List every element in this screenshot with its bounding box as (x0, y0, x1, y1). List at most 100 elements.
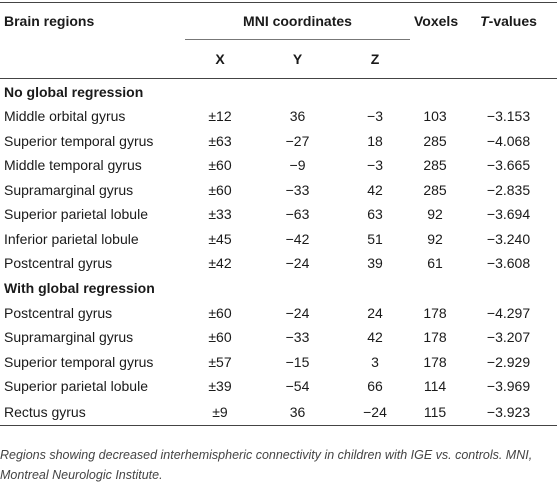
value-cell: −3.207 (486, 329, 531, 346)
region-cell: Supramarginal gyrus (4, 329, 134, 346)
value-cell: −3.969 (486, 378, 531, 395)
value-cell: 285 (423, 157, 447, 174)
header-row: Brain regions MNI coordinates Voxels T-v… (0, 2, 557, 40)
section-row: No global regression (0, 79, 557, 105)
value-cell: ±9 (185, 398, 255, 426)
value-cell: ±12 (208, 108, 232, 125)
value-cell: 103 (423, 108, 447, 125)
value-cell: ±42 (208, 255, 232, 272)
table-row: Superior temporal gyrus ±63 −27 18 285 −4.068 (0, 129, 557, 154)
value-cell: 178 (423, 329, 447, 346)
value-cell: −15 (285, 353, 310, 370)
header-cell: Y (255, 39, 340, 79)
region-cell: Postcentral gyrus (4, 304, 113, 321)
table-note: Regions showing decreased interhemispher… (0, 448, 533, 482)
value-cell: ±60 (208, 157, 232, 174)
value-cell: −2.929 (486, 353, 531, 370)
value-cell: 36 (255, 398, 340, 426)
value-cell: ±60 (208, 181, 232, 198)
value-cell: ±33 (208, 206, 232, 223)
value-cell: 114 (423, 378, 447, 395)
table-row: Postcentral gyrus ±42 −24 39 61 −3.608 (0, 251, 557, 276)
value-cell: 285 (423, 132, 447, 149)
section-title: With global regression (4, 280, 155, 296)
table-row: Middle temporal gyrus ±60 −9 −3 285 −3.665 (0, 153, 557, 178)
value-cell: 66 (367, 378, 383, 395)
value-cell: 92 (427, 206, 443, 223)
value-cell: −54 (285, 378, 310, 395)
value-cell: −3 (367, 108, 383, 125)
value-cell: −3.240 (486, 230, 531, 247)
region-cell: Superior temporal gyrus (4, 132, 154, 149)
table-row: Supramarginal gyrus ±60 −33 42 178 −3.207 (0, 325, 557, 350)
value-cell: 24 (367, 304, 383, 321)
table-body: No global regression Middle orbital gyrus… (0, 79, 557, 426)
subheader-row: X Y Z (0, 39, 557, 79)
header-cell: T-values (460, 2, 557, 40)
value-cell: 63 (367, 206, 383, 223)
value-cell: 92 (427, 230, 443, 247)
region-cell: Middle temporal gyrus (4, 157, 142, 174)
value-cell: −2.835 (486, 181, 531, 198)
table-header: Brain regions MNI coordinates Voxels T-v… (0, 2, 557, 79)
value-cell: 42 (367, 181, 383, 198)
region-cell: Postcentral gyrus (4, 255, 113, 272)
value-cell: −4.297 (486, 304, 531, 321)
value-cell: −33 (285, 181, 310, 198)
value-cell: −27 (285, 132, 310, 149)
region-cell: Superior temporal gyrus (4, 353, 154, 370)
table-row: Middle orbital gyrus ±12 36 −3 103 −3.153 (0, 104, 557, 129)
value-cell: −9 (289, 157, 306, 174)
value-cell: −42 (285, 230, 310, 247)
value-cell: 36 (289, 108, 306, 125)
value-cell: −3.153 (486, 108, 531, 125)
table-row: Superior temporal gyrus ±57 −15 3 178 −2.929 (0, 350, 557, 375)
header-cell: Brain regions (0, 2, 185, 40)
table-row: Postcentral gyrus ±60 −24 24 178 −4.297 (0, 301, 557, 326)
header-cell: MNI coordinates (185, 2, 410, 40)
value-cell: 285 (423, 181, 447, 198)
value-cell: ±39 (208, 378, 232, 395)
table: Brain regions MNI coordinates Voxels T-v… (0, 2, 557, 426)
value-cell: −3.665 (486, 157, 531, 174)
header-cell: Z (340, 39, 410, 79)
header-cell: X (185, 39, 255, 79)
region-cell: Supramarginal gyrus (4, 181, 134, 198)
value-cell: 3 (371, 353, 379, 370)
table-row: Rectus gyrus ±9 36 −24 115 −3.923 (0, 398, 557, 426)
header-cell (410, 39, 460, 79)
value-cell: −3.694 (486, 206, 531, 223)
value-cell: 42 (367, 329, 383, 346)
value-cell: 178 (423, 353, 447, 370)
value-cell: 178 (423, 304, 447, 321)
header-cell: Voxels (410, 2, 460, 40)
table-row: Superior parietal lobule ±33 −63 63 92 −3.694 (0, 202, 557, 227)
value-cell: −33 (285, 329, 310, 346)
value-cell: ±60 (208, 304, 232, 321)
region-cell: Superior parietal lobule (4, 378, 148, 395)
value-cell: 39 (367, 255, 383, 272)
region-cell: Middle orbital gyrus (4, 108, 126, 125)
section-title: No global regression (4, 83, 144, 100)
header-cell (0, 39, 185, 79)
value-cell: ±63 (208, 132, 232, 149)
header-cell (460, 39, 557, 79)
value-cell: −63 (285, 206, 310, 223)
value-cell: ±60 (208, 329, 232, 346)
value-cell: −4.068 (486, 132, 531, 149)
value-cell: −24 (285, 304, 310, 321)
table-row: Superior parietal lobule ±39 −54 66 114 −3.96… (0, 374, 557, 399)
value-cell: 51 (367, 230, 383, 247)
value-cell: −3.608 (486, 255, 531, 272)
value-cell: −3 (367, 157, 383, 174)
table-row: Supramarginal gyrus ±60 −33 42 285 −2.835 (0, 178, 557, 203)
section-row: With global regression (0, 276, 557, 301)
value-cell: −3.923 (460, 398, 557, 426)
value-cell: 61 (427, 255, 443, 272)
value-cell: 18 (367, 132, 383, 149)
region-cell: Superior parietal lobule (4, 206, 148, 223)
region-cell: Rectus gyrus (0, 398, 185, 426)
value-cell: 115 (410, 398, 460, 426)
table-row: Inferior parietal lobule ±45 −42 51 92 −3.240 (0, 227, 557, 252)
value-cell: −24 (285, 255, 310, 272)
